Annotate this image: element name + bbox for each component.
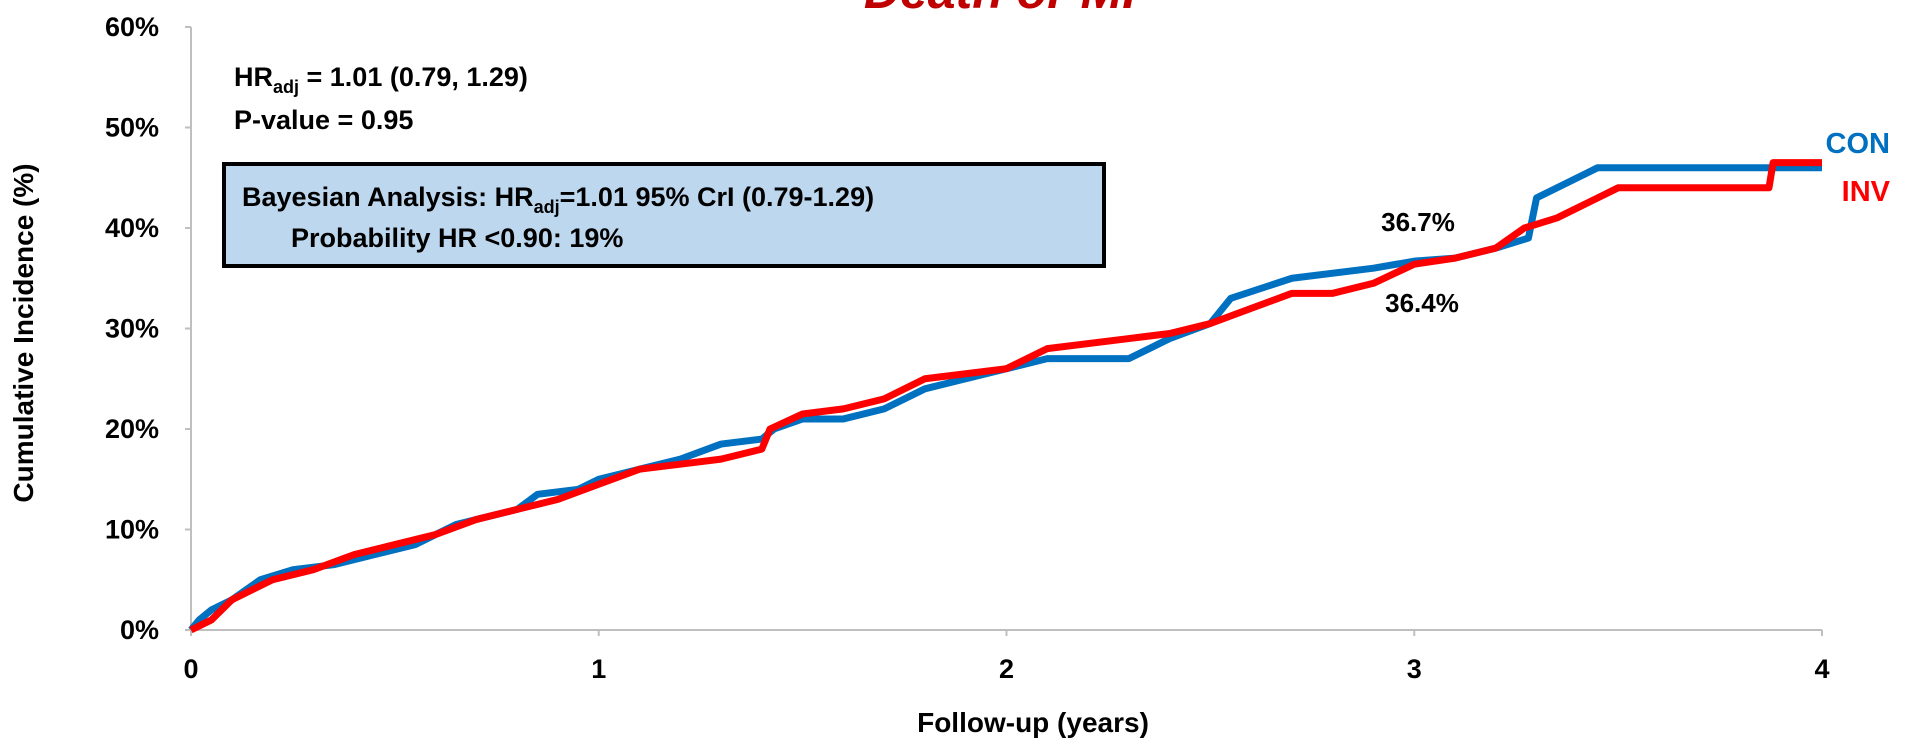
y-axis-label: Cumulative Incidence (%) — [8, 163, 39, 502]
y-tick-label: 40% — [105, 213, 159, 243]
point-annotation: 36.4% — [1385, 288, 1459, 318]
hr-rest: = 1.01 (0.79, 1.29) — [299, 62, 528, 92]
y-tick-label: 60% — [105, 12, 159, 42]
x-tick-label: 1 — [591, 654, 606, 684]
hr-annotation: HRadj = 1.01 (0.79, 1.29) — [234, 62, 528, 97]
bayesian-line1: Bayesian Analysis: HRadj=1.01 95% CrI (0… — [242, 182, 874, 217]
x-tick-label: 0 — [183, 654, 198, 684]
y-tick-label: 20% — [105, 414, 159, 444]
bayesian-line2: Probability HR <0.90: 19% — [291, 223, 623, 253]
bayes-sub: adj — [534, 197, 560, 217]
y-tick-label: 30% — [105, 314, 159, 344]
chart-title: Death or MI — [864, 0, 1137, 19]
hr-main: HR — [234, 62, 273, 92]
y-tick-label: 0% — [120, 615, 159, 645]
bayesian-box — [222, 162, 1106, 268]
y-tick-label: 50% — [105, 113, 159, 143]
point-annotation: 36.7% — [1381, 207, 1455, 237]
x-tick-label: 4 — [1814, 654, 1829, 684]
hr-sub: adj — [273, 77, 299, 97]
x-tick-label: 3 — [1407, 654, 1422, 684]
p-value: P-value = 0.95 — [234, 105, 413, 135]
x-axis-label: Follow-up (years) — [917, 707, 1149, 738]
bayes-main: Bayesian Analysis: HR — [242, 182, 534, 212]
x-tick-label: 2 — [999, 654, 1014, 684]
legend-label: INV — [1842, 176, 1891, 208]
bayes-rest: =1.01 95% CrI (0.79-1.29) — [560, 182, 874, 212]
series-line — [189, 159, 1822, 634]
y-tick-label: 10% — [105, 515, 159, 545]
legend-label: CON — [1826, 128, 1890, 160]
